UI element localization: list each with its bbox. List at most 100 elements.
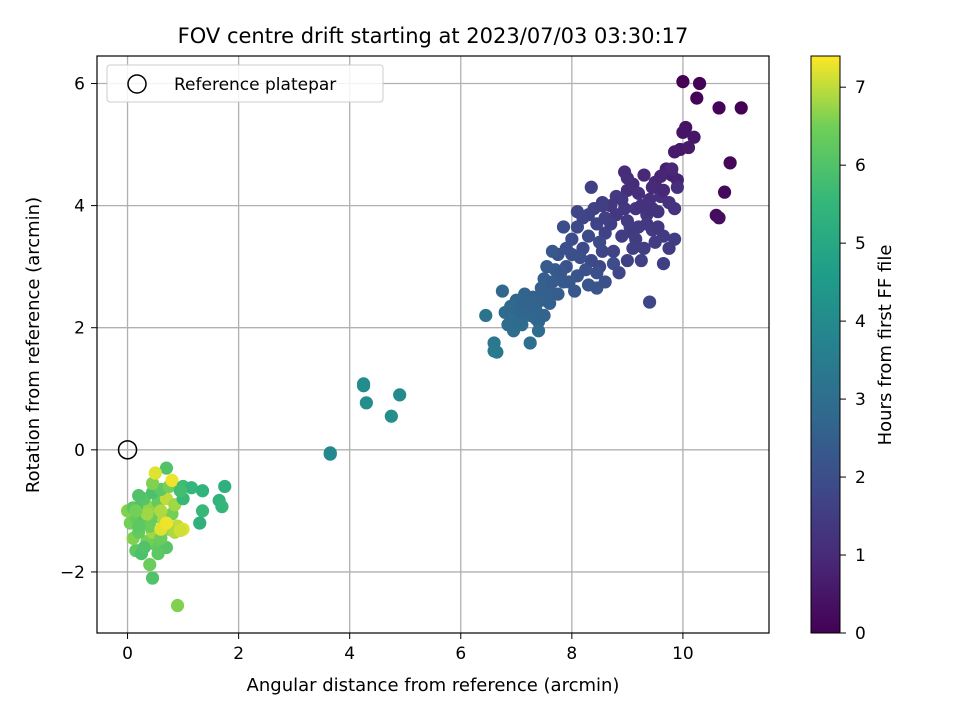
- x-tick-label: 2: [233, 644, 244, 664]
- scatter-point: [154, 504, 168, 518]
- y-tick-label: 2: [74, 319, 85, 339]
- scatter-point: [618, 202, 632, 216]
- scatter-point: [531, 324, 546, 338]
- scatter-point: [631, 186, 646, 200]
- scatter-point: [667, 145, 682, 159]
- x-tick-label: 6: [455, 644, 466, 664]
- scatter-point: [145, 571, 160, 585]
- scatter-point: [487, 344, 501, 358]
- scatter-point: [359, 396, 373, 410]
- legend: Reference platepar: [106, 64, 384, 103]
- colorbar-tick-label: 2: [855, 468, 866, 488]
- scatter-point: [584, 180, 598, 194]
- y-tick-label: 6: [74, 74, 85, 94]
- chart-title: FOV centre drift starting at 2023/07/03 …: [178, 24, 689, 48]
- scatter-point: [667, 202, 682, 216]
- scatter-point: [543, 296, 557, 310]
- scatter-point: [195, 484, 210, 498]
- scatter-point: [151, 547, 165, 561]
- scatter-point: [129, 504, 143, 518]
- x-tick-label: 0: [122, 644, 133, 664]
- scatter-point: [551, 287, 565, 301]
- scatter-point: [609, 189, 623, 204]
- scatter-point: [712, 101, 726, 115]
- x-axis-title: Angular distance from reference (arcmin): [247, 675, 620, 696]
- colorbar-tick-label: 1: [855, 546, 866, 566]
- scatter-point: [645, 202, 659, 216]
- scatter-point: [623, 220, 637, 234]
- scatter-point: [581, 229, 596, 243]
- scatter-point: [393, 388, 407, 402]
- scatter-point: [143, 558, 157, 572]
- scatter-point: [637, 168, 651, 182]
- scatter-point: [515, 305, 529, 320]
- scatter-point: [215, 500, 229, 514]
- scatter-point: [598, 275, 612, 289]
- scatter-point: [556, 220, 571, 234]
- scatter-point: [606, 256, 621, 271]
- scatter-point: [620, 253, 634, 268]
- scatter-point: [534, 281, 548, 295]
- scatter-point: [712, 211, 726, 225]
- scatter-point: [656, 256, 671, 271]
- scatter-point: [145, 476, 160, 491]
- scatter-point: [154, 531, 168, 545]
- scatter-point: [148, 466, 162, 480]
- scatter-point: [676, 125, 690, 139]
- scatter-point: [579, 263, 593, 277]
- scatter-point: [562, 275, 576, 289]
- colorbar-title: Hours from first FF file: [875, 245, 896, 446]
- scatter-point: [506, 324, 521, 338]
- colorbar-tick-label: 5: [855, 234, 866, 254]
- scatter-point: [356, 379, 371, 393]
- scatter-point: [504, 299, 518, 313]
- scatter-point: [540, 260, 554, 274]
- x-tick-label: 8: [566, 644, 577, 664]
- scatter-point: [576, 211, 590, 225]
- data-points: [120, 75, 748, 613]
- y-tick-label: 0: [74, 441, 85, 461]
- scatter-point: [645, 180, 659, 194]
- scatter-point: [665, 162, 679, 176]
- scatter-point: [495, 284, 510, 298]
- scatter-point: [159, 516, 174, 530]
- scatter-point: [648, 235, 662, 249]
- scatter-point: [620, 171, 634, 185]
- scatter-point: [559, 241, 573, 255]
- scatter-point: [692, 76, 707, 91]
- scatter-point: [165, 473, 179, 487]
- scatter-point: [634, 253, 648, 268]
- scatter-point: [734, 101, 748, 115]
- scatter-point: [143, 519, 157, 533]
- scatter-point: [670, 180, 684, 194]
- scatter-point: [651, 220, 665, 234]
- scatter-point: [140, 507, 154, 521]
- scatter-point: [593, 235, 607, 249]
- scatter-point: [132, 489, 146, 503]
- scatter-point: [218, 479, 232, 494]
- scatter-point: [545, 244, 560, 258]
- scatter-point: [717, 185, 732, 199]
- scatter-point: [590, 266, 604, 280]
- legend-box: [106, 64, 384, 103]
- y-tick-label: 4: [74, 197, 85, 217]
- scatter-point: [637, 241, 651, 255]
- scatter-point: [629, 232, 643, 246]
- scatter-point: [554, 266, 568, 280]
- scatter-point: [137, 540, 151, 555]
- plot-frame: [96, 55, 770, 634]
- scatter-point: [615, 229, 629, 243]
- y-tick-label: −2: [60, 563, 85, 583]
- scatter-point: [323, 446, 337, 460]
- scatter-point: [690, 91, 704, 105]
- x-tick-label: 10: [672, 644, 694, 664]
- scatter-point: [523, 336, 537, 350]
- y-axis-title: Rotation from reference (arcmin): [23, 197, 44, 493]
- scatter-point: [173, 484, 187, 498]
- scatter-point: [545, 275, 560, 289]
- scatter-point: [479, 308, 493, 323]
- reference-platepar-marker: [117, 440, 138, 460]
- scatter-point: [132, 519, 146, 533]
- x-tick-label: 4: [344, 644, 355, 664]
- scatter-point: [606, 244, 621, 258]
